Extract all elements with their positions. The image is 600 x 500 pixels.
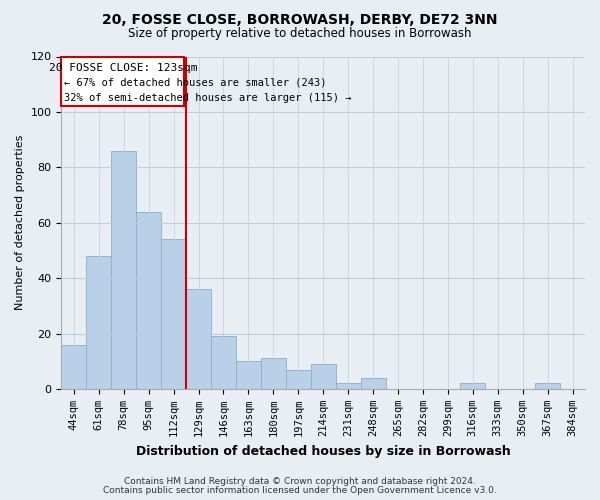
Bar bbox=[61, 344, 86, 389]
Bar bbox=[460, 384, 485, 389]
Text: 20 FOSSE CLOSE: 123sqm: 20 FOSSE CLOSE: 123sqm bbox=[49, 64, 198, 74]
Text: Contains HM Land Registry data © Crown copyright and database right 2024.: Contains HM Land Registry data © Crown c… bbox=[124, 477, 476, 486]
Bar bbox=[161, 240, 186, 389]
FancyBboxPatch shape bbox=[61, 56, 184, 106]
Y-axis label: Number of detached properties: Number of detached properties bbox=[15, 135, 25, 310]
Bar bbox=[186, 289, 211, 389]
Bar bbox=[136, 212, 161, 389]
Bar bbox=[111, 150, 136, 389]
Bar bbox=[311, 364, 335, 389]
Bar bbox=[535, 384, 560, 389]
Bar bbox=[335, 384, 361, 389]
Bar bbox=[261, 358, 286, 389]
Bar bbox=[236, 361, 261, 389]
Text: Contains public sector information licensed under the Open Government Licence v3: Contains public sector information licen… bbox=[103, 486, 497, 495]
Bar bbox=[286, 370, 311, 389]
Bar bbox=[361, 378, 386, 389]
X-axis label: Distribution of detached houses by size in Borrowash: Distribution of detached houses by size … bbox=[136, 444, 511, 458]
Text: 20, FOSSE CLOSE, BORROWASH, DERBY, DE72 3NN: 20, FOSSE CLOSE, BORROWASH, DERBY, DE72 … bbox=[102, 12, 498, 26]
Bar bbox=[86, 256, 111, 389]
Text: 32% of semi-detached houses are larger (115) →: 32% of semi-detached houses are larger (… bbox=[64, 92, 352, 102]
Text: Size of property relative to detached houses in Borrowash: Size of property relative to detached ho… bbox=[128, 28, 472, 40]
Bar bbox=[211, 336, 236, 389]
Text: ← 67% of detached houses are smaller (243): ← 67% of detached houses are smaller (24… bbox=[64, 78, 326, 88]
